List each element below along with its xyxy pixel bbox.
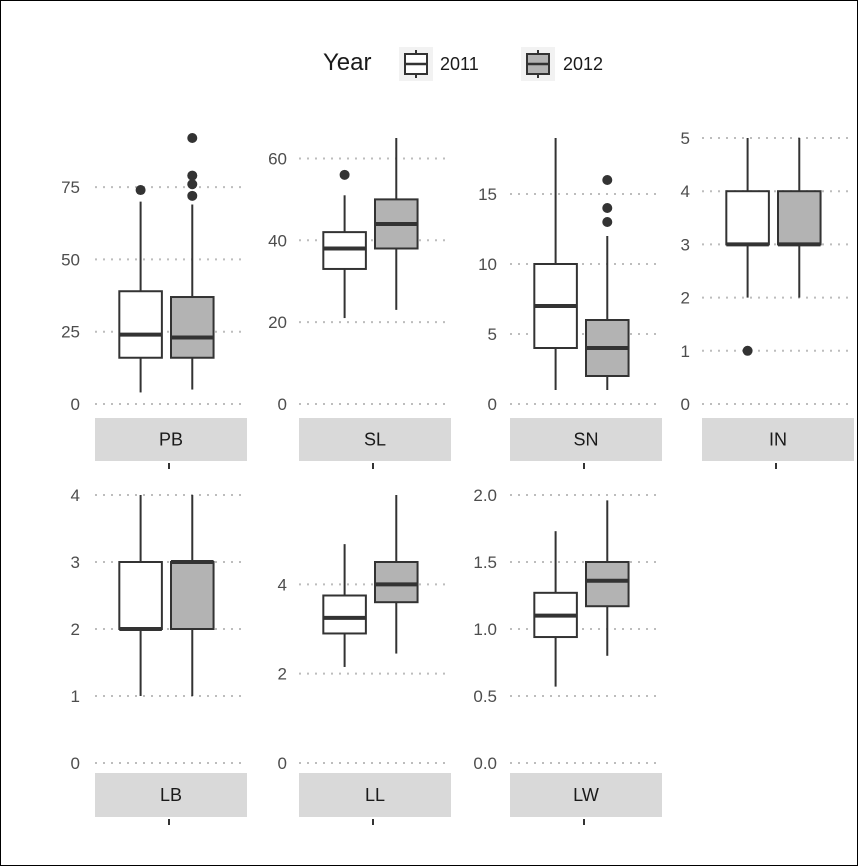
y-tick-label: 60	[268, 149, 287, 168]
box-iqr	[170, 561, 215, 630]
y-tick-label: 2	[681, 289, 690, 308]
y-tick-label: 75	[61, 178, 80, 197]
legend-label-2011: 2011	[440, 54, 479, 74]
outlier-point	[187, 190, 198, 201]
panel-sl: 0 20 40 60 SL	[268, 138, 451, 469]
legend-key-2012	[521, 47, 555, 81]
facet-panels: 0255075PB0204060SL051015SN012345IN01234L…	[61, 129, 854, 825]
box-sl-2012	[374, 138, 419, 310]
y-tick-label: 50	[61, 250, 80, 269]
legend-key-2011	[399, 47, 433, 81]
y-tick-label: 40	[268, 231, 287, 250]
box-ll-2011	[322, 544, 367, 667]
y-tick-label: 0	[71, 754, 80, 773]
panel-sn: 0 5 10 15 SN	[478, 138, 662, 469]
outlier-point	[742, 345, 753, 356]
y-tick-label: 4	[278, 575, 287, 594]
panel-ll: 0 2 4 LL	[278, 495, 451, 825]
box-iqr	[322, 594, 367, 635]
box-pb-2012	[170, 133, 215, 390]
facet-strip	[299, 773, 451, 817]
y-tick-label: 3	[681, 235, 690, 254]
y-tick-label: 0.0	[473, 754, 497, 773]
box-iqr	[725, 190, 770, 246]
outlier-point	[339, 169, 350, 180]
panel-lb: 0 1 2 3 4 LB	[71, 486, 247, 825]
y-tick-label: 4	[681, 182, 690, 201]
box-pb-2011	[118, 185, 163, 393]
facet-strip	[299, 418, 451, 461]
y-tick-label: 0.5	[473, 687, 497, 706]
outlier-point	[135, 185, 146, 196]
facet-strip	[95, 418, 247, 461]
outlier-point	[187, 133, 198, 143]
y-tick-label: 0	[488, 395, 497, 414]
box-sl-2011	[322, 169, 367, 319]
outlier-point	[602, 217, 613, 227]
y-tick-label: 25	[61, 323, 80, 342]
box-ll-2012	[374, 495, 419, 654]
facet-strip-label: LB	[160, 785, 182, 805]
facet-strip	[95, 773, 247, 817]
outlier-point	[602, 175, 613, 185]
facet-strip	[510, 773, 662, 817]
box-sn-2012	[585, 175, 630, 390]
panel-in: 0 1 2 3 4 5 IN	[681, 129, 854, 469]
y-tick-label: 5	[488, 325, 497, 344]
legend-label-2012: 2012	[563, 54, 603, 74]
y-tick-label: 20	[268, 313, 287, 332]
box-lb-2011	[118, 495, 163, 696]
y-tick-label: 3	[71, 553, 80, 572]
facet-strip-label: SN	[573, 430, 598, 450]
facet-strip	[510, 418, 662, 461]
y-tick-label: 2.0	[473, 486, 497, 505]
panel-pb: 0 25 50 75 PB	[61, 133, 247, 469]
panel-lw: 0.0 0.5 1.0 1.5 2.0 LW	[473, 486, 662, 825]
legend: Year 2011 2012	[323, 47, 603, 81]
y-tick-label: 0	[681, 395, 690, 414]
y-tick-label: 1.0	[473, 620, 497, 639]
facet-strip-label: LL	[365, 785, 385, 805]
legend-title: Year	[323, 49, 372, 76]
facet-strip	[702, 418, 854, 461]
facet-strip-label: SL	[364, 430, 386, 450]
y-tick-label: 2	[278, 665, 287, 684]
y-tick-label: 10	[478, 255, 497, 274]
outlier-point	[187, 179, 198, 190]
facet-strip-label: PB	[159, 430, 183, 450]
y-tick-label: 15	[478, 185, 497, 204]
box-iqr	[777, 190, 822, 246]
box-iqr	[170, 296, 215, 359]
box-in-2011	[725, 138, 770, 356]
box-iqr	[374, 561, 419, 604]
y-tick-label: 1	[681, 342, 690, 361]
y-tick-label: 1	[71, 687, 80, 706]
box-sn-2011	[533, 138, 578, 390]
outlier-point	[187, 170, 198, 181]
facet-strip-label: LW	[573, 785, 599, 805]
y-tick-label: 0	[71, 395, 80, 414]
box-lw-2011	[533, 531, 578, 687]
box-lb-2012	[170, 495, 215, 696]
facet-strip-label: IN	[769, 430, 787, 450]
y-tick-label: 2	[71, 620, 80, 639]
box-iqr	[585, 561, 630, 608]
box-iqr	[118, 561, 163, 630]
outlier-point	[602, 203, 613, 213]
box-iqr	[322, 231, 367, 270]
box-in-2012	[777, 138, 822, 298]
y-tick-label: 4	[71, 486, 80, 505]
y-tick-label: 5	[681, 129, 690, 148]
box-iqr	[118, 290, 163, 359]
y-tick-label: 0	[278, 395, 287, 414]
y-tick-label: 0	[278, 754, 287, 773]
box-lw-2012	[585, 500, 630, 656]
y-tick-label: 1.5	[473, 553, 497, 572]
